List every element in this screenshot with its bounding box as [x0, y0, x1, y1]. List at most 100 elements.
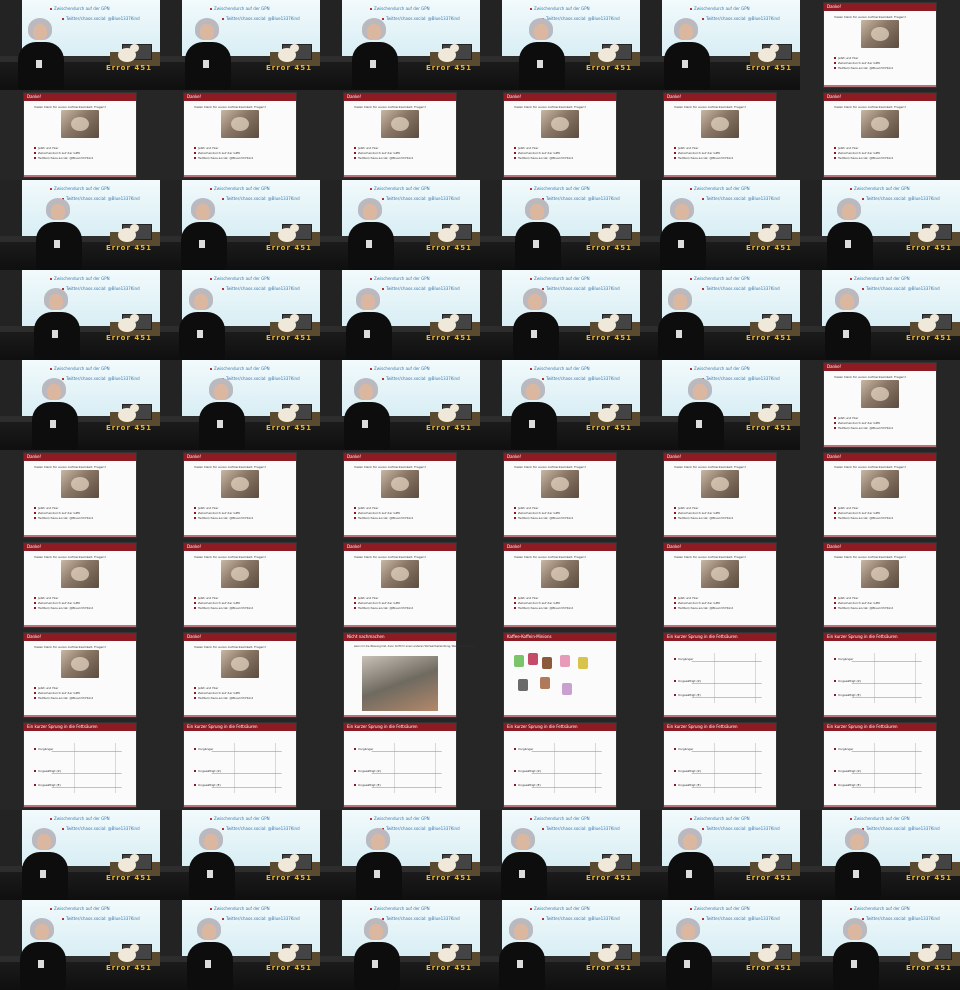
- slide-title: Danke!: [667, 544, 682, 549]
- slide-frame: Danke! Vielen Dank für euren Aufmerksamke…: [0, 450, 160, 540]
- cat-photo: [221, 470, 259, 498]
- slide-page: Ein kurzer Sprung in die Fettsäuren Vorgä…: [184, 723, 296, 807]
- screen-bottom-strip: [800, 326, 960, 332]
- slide-header-bar: [184, 453, 296, 461]
- plush-toy: [438, 944, 459, 962]
- screen-bottom-strip: [320, 956, 480, 962]
- speaker: [185, 828, 241, 900]
- stage-photo-frame: Zwischendurch auf der GPN Twitter/chaos.s…: [320, 810, 480, 900]
- projected-line-1: Zwischendurch auf der GPN: [370, 6, 430, 11]
- cat-photo: [381, 470, 419, 498]
- slide-title: Ein kurzer Sprung in die Fettsäuren: [187, 724, 258, 729]
- figure-sticker: [540, 677, 550, 689]
- slide-frame: Danke! Vielen Dank für euren Aufmerksamke…: [800, 90, 960, 180]
- name-badge: [203, 60, 209, 68]
- projected-line-2: Twitter/chaos.social: @Blue1337Kind: [702, 286, 780, 291]
- slide-title: Ein kurzer Sprung in die Fettsäuren: [347, 724, 418, 729]
- stage-floor: [480, 422, 640, 450]
- slide-header-bar: [824, 363, 936, 371]
- plush-toy: [278, 44, 299, 62]
- speaker: [674, 378, 730, 450]
- stage-sign: Error 451: [426, 64, 472, 72]
- figure-sticker: [528, 653, 538, 665]
- projected-line-1: Zwischendurch auf der GPN: [50, 816, 110, 821]
- screen-bottom-strip: [640, 956, 800, 962]
- slide-page: Danke! Vielen Dank für euren Aufmerksamke…: [344, 93, 456, 177]
- slide-footer-bar: [824, 175, 936, 177]
- speaker-face: [673, 294, 687, 310]
- screen-bottom-strip: [480, 416, 640, 422]
- slide-text: Vielen Dank für euren Aufmerksamkeit. Fr…: [354, 465, 426, 469]
- slide-title: Danke!: [827, 454, 842, 459]
- projected-line-2: Twitter/chaos.social: @Blue1337Kind: [542, 286, 620, 291]
- speaker: [340, 378, 396, 450]
- slide-bullet: Zwischendurch auf der GPN: [34, 601, 80, 605]
- slide-frame: Ein kurzer Sprung in die Fettsäuren Vorgä…: [320, 720, 480, 810]
- slide-header-bar: [664, 453, 776, 461]
- screen-bottom-strip: [160, 56, 320, 62]
- slide-header-bar: [24, 723, 136, 731]
- slide-footer-bar: [184, 535, 296, 537]
- figure-sticker: [560, 655, 570, 667]
- projected-line-1: Zwischendurch auf der GPN: [210, 276, 270, 281]
- slide-header-bar: [504, 633, 616, 641]
- figure-sticker: [578, 657, 588, 669]
- slide-header-bar: [24, 453, 136, 461]
- stage-photo-frame: Zwischendurch auf der GPN Twitter/chaos.s…: [320, 900, 480, 990]
- slide-frame: Danke! Vielen Dank für euren Aufmerksamke…: [160, 540, 320, 630]
- slide-title: Danke!: [827, 4, 842, 9]
- slide-bullet: Zwischendurch auf der GPN: [354, 511, 400, 515]
- speaker: [823, 198, 879, 270]
- projected-line-2: Twitter/chaos.social: @Blue1337Kind: [862, 826, 940, 831]
- projected-line-2: Twitter/chaos.social: @Blue1337Kind: [542, 916, 620, 921]
- speaker-face: [528, 294, 542, 310]
- slide-bullet: Jetzt und Hier: [34, 686, 58, 690]
- slide-bullet: Twitter/chaos.social: @Blue1337Kind: [834, 426, 893, 430]
- name-badge: [682, 60, 688, 68]
- slide-bullet: Jetzt und Hier: [354, 506, 378, 510]
- slide-bullet: Twitter/chaos.social: @Blue1337Kind: [34, 606, 93, 610]
- molecule-label: Ungesättigt (Z): [674, 769, 701, 773]
- projected-line-2: Twitter/chaos.social: @Blue1337Kind: [542, 196, 620, 201]
- stage-photo-frame: Zwischendurch auf der GPN Twitter/chaos.s…: [160, 900, 320, 990]
- molecule-label: Ungesättigt (E): [194, 783, 221, 787]
- screen-bottom-strip: [160, 956, 320, 962]
- slide-bullet: Zwischendurch auf der GPN: [514, 151, 560, 155]
- projected-line-2: Twitter/chaos.social: @Blue1337Kind: [382, 376, 460, 381]
- stage-photo-frame: Zwischendurch auf der GPN Twitter/chaos.s…: [0, 360, 160, 450]
- slide-page: Ein kurzer Sprung in die Fettsäuren Vorgä…: [24, 723, 136, 807]
- video-still: [362, 656, 438, 711]
- screen-bottom-strip: [480, 866, 640, 872]
- molecule-label: Ungesättigt (E): [674, 693, 701, 697]
- slide-frame: Danke! Vielen Dank für euren Aufmerksamke…: [800, 450, 960, 540]
- slide-bullet: Twitter/chaos.social: @Blue1337Kind: [834, 156, 893, 160]
- slide-bullet: Jetzt und Hier: [34, 146, 58, 150]
- slide-frame: Ein kurzer Sprung in die Fettsäuren Vorgä…: [800, 720, 960, 810]
- projected-line-1: Zwischendurch auf der GPN: [690, 816, 750, 821]
- projected-line-2: Twitter/chaos.social: @Blue1337Kind: [702, 376, 780, 381]
- projected-line-1: Zwischendurch auf der GPN: [530, 276, 590, 281]
- stage-sign: Error 451: [266, 334, 312, 342]
- stage-sign: Error 451: [586, 244, 632, 252]
- molecule-label: Ungesättigt (Z): [834, 679, 861, 683]
- cat-photo: [541, 470, 579, 498]
- projected-line-2: Twitter/chaos.social: @Blue1337Kind: [862, 286, 940, 291]
- stage-photo-frame: Zwischendurch auf der GPN Twitter/chaos.s…: [480, 810, 640, 900]
- slide-footer-bar: [344, 805, 456, 807]
- slide-footer-bar: [824, 445, 936, 447]
- molecule-label: Ungesättigt (E): [354, 783, 381, 787]
- stage-photo-frame: Zwischendurch auf der GPN Twitter/chaos.s…: [640, 810, 800, 900]
- slide-frame: Ein kurzer Sprung in die Fettsäuren Vorgä…: [800, 630, 960, 720]
- slide-bullet: Jetzt und Hier: [34, 506, 58, 510]
- stage-sign: Error 451: [106, 964, 152, 972]
- speaker: [656, 198, 712, 270]
- slide-header-bar: [184, 93, 296, 101]
- slide-bullet: Jetzt und Hier: [834, 416, 858, 420]
- projected-line-2: Twitter/chaos.social: @Blue1337Kind: [62, 916, 140, 921]
- speaker-face: [359, 384, 373, 400]
- slide-title: Ein kurzer Sprung in die Fettsäuren: [507, 724, 578, 729]
- plush-toy: [438, 224, 459, 242]
- slide-title: Danke!: [507, 94, 522, 99]
- stage-sign: Error 451: [746, 64, 792, 72]
- stage-photo-frame: Zwischendurch auf der GPN Twitter/chaos.s…: [800, 900, 960, 990]
